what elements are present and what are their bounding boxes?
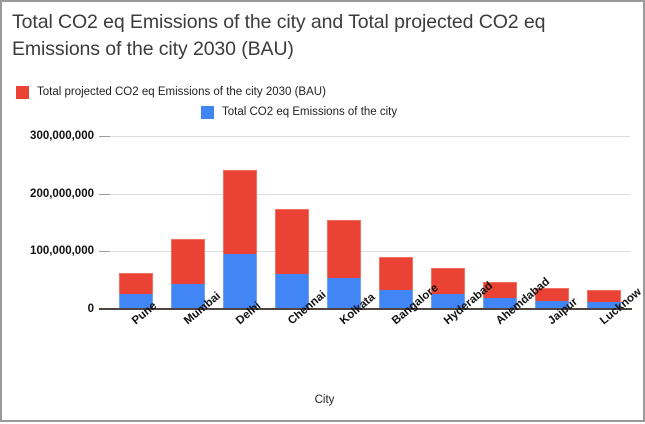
chart-title: Total CO2 eq Emissions of the city and T… [12, 11, 546, 60]
legend-label-total: Total CO2 eq Emissions of the city [222, 106, 398, 118]
bar-segment-current[interactable] [379, 289, 413, 309]
bar-group[interactable] [431, 267, 465, 309]
bar-group[interactable] [535, 288, 569, 309]
bar-segment-projected[interactable] [535, 288, 569, 301]
legend-swatch-blue [201, 105, 214, 119]
bar-segment-projected[interactable] [483, 281, 517, 299]
y-tick-label-0: 0 [87, 303, 94, 315]
y-axis: 300,000,000 200,000,000 100,000,000 0 [2, 2, 110, 424]
bar-segment-current[interactable] [327, 278, 361, 309]
bar-group[interactable] [379, 256, 413, 309]
x-axis-tick-labels: Pune Mumbai Delhi Chennai Kolkata Bangalore Hy… [2, 276, 645, 382]
bar-segment-projected[interactable] [223, 170, 257, 255]
bar-segment-projected[interactable] [379, 256, 413, 290]
bar-segment-projected[interactable] [119, 273, 153, 295]
x-axis-title: City [314, 394, 335, 406]
bar-segment-projected[interactable] [275, 208, 309, 275]
gridline-100m [110, 251, 630, 252]
chart-legend: Total projected CO2 eq Emissions of the … [2, 82, 627, 122]
legend-item-projected[interactable]: Total projected CO2 eq Emissions of the … [2, 82, 627, 102]
bar-group[interactable] [171, 239, 205, 309]
bar-segment-current[interactable] [275, 274, 309, 309]
bar-segment-projected[interactable] [431, 267, 465, 295]
legend-swatch-red [16, 85, 29, 99]
bar-segment-current[interactable] [535, 300, 569, 309]
bar-series-group [110, 136, 630, 309]
y-tick-mark-200m [99, 194, 110, 195]
bar-segment-projected[interactable] [587, 289, 621, 303]
bar-segment-current[interactable] [483, 298, 517, 309]
bar-group[interactable] [275, 208, 309, 309]
bar-segment-current[interactable] [119, 294, 153, 309]
y-tick-label-100m: 100,000,000 [30, 245, 94, 257]
y-tick-label-300m: 300,000,000 [30, 130, 94, 142]
bar-segment-projected[interactable] [327, 219, 361, 279]
bar-group[interactable] [223, 170, 257, 309]
bar-segment-current[interactable] [431, 294, 465, 309]
bar-segment-current[interactable] [171, 284, 205, 309]
y-tick-mark-300m [99, 136, 110, 137]
bar-segment-current[interactable] [587, 302, 621, 309]
bar-group[interactable] [119, 273, 153, 309]
x-axis-line [102, 308, 632, 310]
gridline-300m [110, 136, 630, 137]
legend-item-total[interactable]: Total CO2 eq Emissions of the city [2, 102, 627, 122]
y-tick-mark-100m [99, 251, 110, 252]
bar-segment-projected[interactable] [171, 239, 205, 285]
legend-label-projected: Total projected CO2 eq Emissions of the … [37, 86, 326, 98]
bar-group[interactable] [483, 281, 517, 309]
bar-segment-current[interactable] [223, 254, 257, 309]
gridline-200m [110, 194, 630, 195]
y-tick-label-200m: 200,000,000 [30, 188, 94, 200]
plot-area [110, 136, 630, 309]
bar-group[interactable] [327, 219, 361, 309]
bar-group[interactable] [587, 289, 621, 309]
